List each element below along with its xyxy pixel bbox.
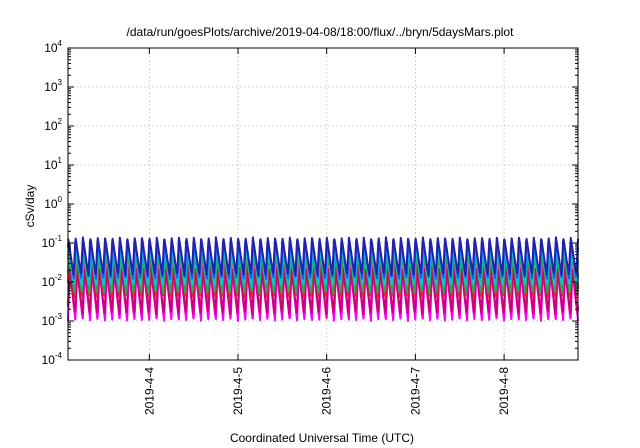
y-axis-ticks: 104 103 102 101 100 10-1 10-2 10-3 10-4 — [42, 39, 578, 367]
x-tick-label: 2019-4-6 — [320, 367, 334, 415]
y-tick-label: 10-4 — [42, 351, 63, 367]
x-tick-label: 2019-4-8 — [497, 367, 511, 415]
series-line — [67, 236, 579, 277]
x-tick-label: 2019-4-7 — [408, 367, 422, 415]
chart-title: /data/run/goesPlots/archive/2019-04-08/1… — [127, 25, 515, 39]
y-axis-label: cSv/day — [23, 185, 37, 228]
y-tick-label: 104 — [44, 39, 62, 55]
y-tick-label: 10-1 — [42, 234, 63, 250]
y-tick-label: 10-3 — [42, 312, 63, 328]
y-tick-label: 101 — [44, 156, 62, 172]
plot-series-group — [67, 236, 579, 322]
series-line — [67, 265, 579, 316]
x-axis-ticks: 2019-4-4 2019-4-5 2019-4-6 2019-4-7 2019-4-8 — [142, 48, 511, 415]
x-tick-label: 2019-4-5 — [231, 367, 245, 415]
y-tick-label: 103 — [44, 78, 62, 94]
grid-lines — [68, 48, 578, 360]
x-tick-label: 2019-4-4 — [142, 367, 156, 415]
x-axis-label: Coordinated Universal Time (UTC) — [230, 431, 414, 445]
y-tick-label: 10-2 — [42, 273, 63, 289]
y-tick-label: 102 — [44, 117, 62, 133]
y-tick-label: 100 — [44, 195, 62, 211]
